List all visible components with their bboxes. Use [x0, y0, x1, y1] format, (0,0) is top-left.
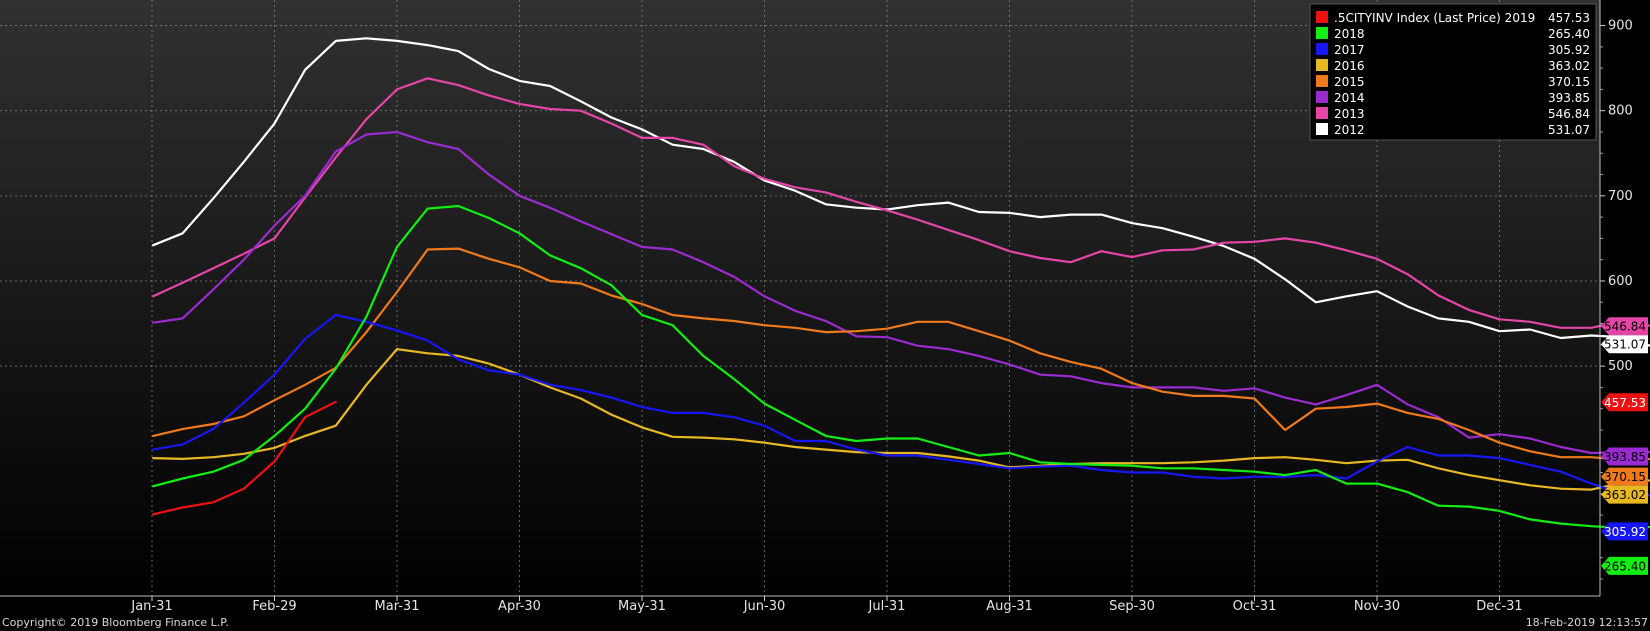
x-tick-label: Jun-30	[743, 599, 786, 614]
legend-value: 457.53	[1548, 11, 1590, 25]
series-line--5cityinv-index-last-price-2019	[152, 400, 337, 516]
legend-swatch	[1316, 123, 1328, 135]
series-line-2015	[152, 247, 1650, 461]
last-value-tag	[1601, 447, 1648, 466]
legend-swatch	[1316, 43, 1328, 55]
last-value-tag-label: 393.85	[1604, 450, 1646, 464]
legend-box	[1309, 3, 1597, 141]
last-value-tag	[1601, 522, 1648, 541]
legend-swatch	[1316, 59, 1328, 71]
last-value-tag	[1601, 317, 1648, 336]
legend-value: 393.85	[1548, 91, 1590, 105]
legend-swatch	[1316, 91, 1328, 103]
legend-value: 370.15	[1548, 75, 1590, 89]
series-line-2017	[152, 313, 1650, 497]
legend-swatch	[1316, 75, 1328, 87]
legend-label: 2017	[1334, 43, 1365, 57]
series-line-2012	[152, 37, 1650, 347]
x-tick-label: Dec-31	[1476, 599, 1522, 614]
legend-label: .5CITYINV Index (Last Price) 2019	[1334, 11, 1535, 25]
x-tick-label: Jan-31	[130, 599, 172, 614]
last-value-tag-label: 305.92	[1604, 525, 1646, 539]
last-value-tag	[1601, 393, 1648, 412]
x-tick-label: Sep-30	[1109, 599, 1155, 614]
x-tick-label: Mar-31	[375, 599, 420, 614]
y-tick-label: 600	[1608, 274, 1633, 289]
y-tick-label: 500	[1608, 359, 1633, 374]
x-tick-label: Feb-29	[252, 599, 296, 614]
legend-label: 2018	[1334, 27, 1365, 41]
legend-label: 2013	[1334, 107, 1365, 121]
legend-value: 265.40	[1548, 27, 1590, 41]
series-line-2016	[152, 348, 1650, 491]
legend-label: 2015	[1334, 75, 1365, 89]
x-tick-label: Nov-30	[1354, 599, 1400, 614]
y-tick-label: 700	[1608, 189, 1633, 204]
legend-swatch	[1316, 107, 1328, 119]
footer-copyright: Copyright© 2019 Bloomberg Finance L.P.	[2, 616, 229, 629]
x-tick-label: Aug-31	[986, 599, 1033, 614]
series-lines	[152, 37, 1650, 529]
last-value-tag-label: 370.15	[1604, 470, 1646, 484]
y-tick-label: 900	[1608, 19, 1633, 34]
last-value-tag	[1601, 556, 1648, 575]
legend-label: 2012	[1334, 123, 1365, 137]
last-value-tag-label: 363.02	[1604, 488, 1646, 502]
legend-value: 546.84	[1548, 107, 1590, 121]
legend: .5CITYINV Index (Last Price) 2019 457.53 2…	[1309, 3, 1597, 141]
y-tick-label: 800	[1608, 104, 1633, 119]
last-value-tag-label: 531.07	[1604, 338, 1646, 352]
grid	[0, 0, 1600, 596]
legend-swatch	[1316, 27, 1328, 39]
legend-swatch	[1316, 11, 1328, 23]
legend-label: 2014	[1334, 91, 1365, 105]
last-value-tag-label: 546.84	[1604, 320, 1646, 334]
legend-value: 531.07	[1548, 123, 1590, 137]
x-tick-label: Oct-31	[1233, 599, 1277, 614]
series-line-2014	[152, 130, 1650, 455]
axes: 500 600 700 800 900 Jan-31 Feb-29 Mar-31 Apr-30 M…	[0, 0, 1633, 614]
last-value-tag-label: 457.53	[1604, 396, 1646, 410]
last-value-tag	[1601, 335, 1648, 354]
series-line-2013	[152, 77, 1650, 329]
footer-timestamp: 18-Feb-2019 12:13:57	[1526, 616, 1648, 629]
x-tick-label: Jul-31	[868, 599, 906, 614]
legend-label: 2016	[1334, 59, 1365, 73]
series-line-2018	[152, 204, 1650, 529]
legend-value: 305.92	[1548, 43, 1590, 57]
legend-value: 363.02	[1548, 59, 1590, 73]
last-value-tags: 546.84 531.07 457.53 393.85 370.15 363.02 305.…	[1601, 317, 1648, 575]
x-tick-label: Apr-30	[498, 599, 541, 614]
last-value-tag-label: 265.40	[1604, 559, 1646, 573]
x-tick-label: May-31	[618, 599, 666, 614]
last-value-tag	[1601, 485, 1648, 504]
last-value-tag	[1601, 467, 1648, 486]
